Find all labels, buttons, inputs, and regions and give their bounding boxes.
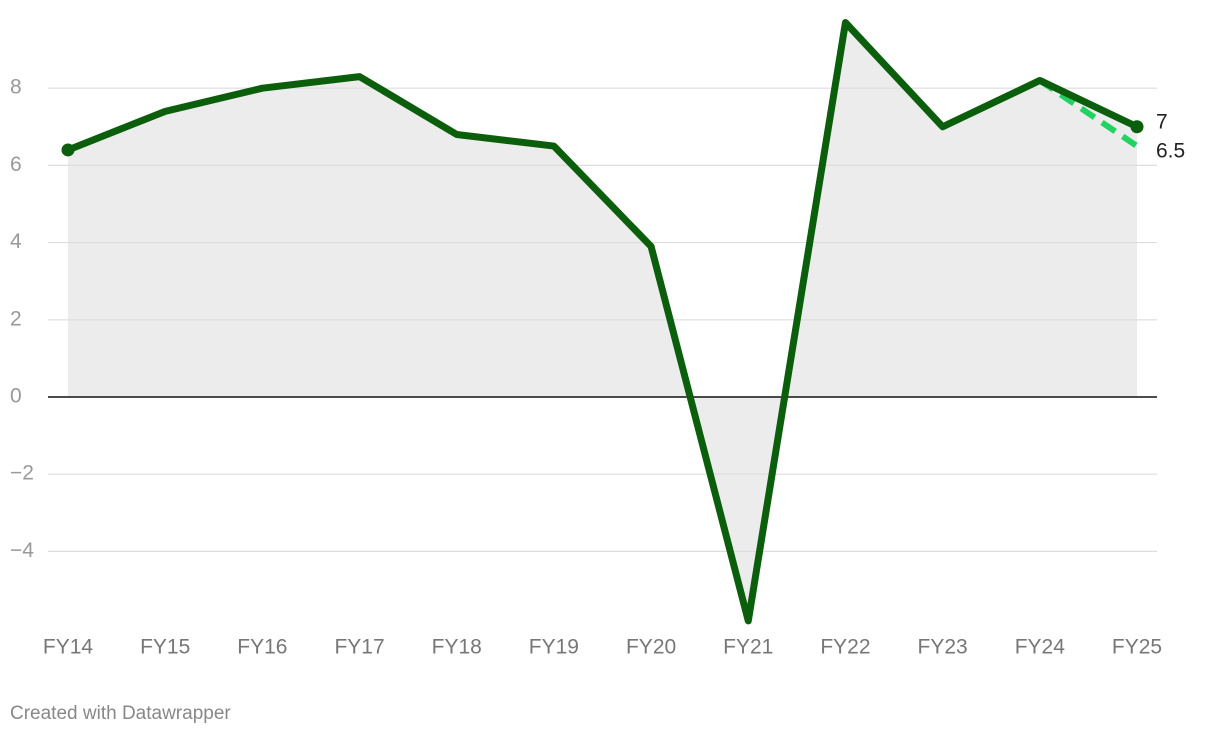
y-tick-label: 8: [10, 76, 22, 99]
y-tick-label: −4: [10, 539, 34, 562]
x-tick-label: FY23: [918, 636, 968, 659]
x-tick-label: FY16: [237, 636, 287, 659]
x-tick-label: FY22: [820, 636, 870, 659]
footer: Created with Datawrapper: [10, 703, 231, 724]
end-dot: [1130, 120, 1144, 134]
x-tick-label: FY20: [626, 636, 676, 659]
area: [68, 22, 1137, 621]
x-tick-label: FY18: [432, 636, 482, 659]
x-tick-label: FY25: [1112, 636, 1162, 659]
y-tick-label: 0: [10, 385, 22, 408]
y-tick-label: 4: [10, 230, 22, 253]
x-tick-label: FY14: [43, 636, 94, 659]
dashed-line: [1038, 77, 1139, 149]
x-tick-label: FY24: [1015, 636, 1066, 659]
x-tick-label: FY21: [723, 636, 773, 659]
x-tick-label: FY19: [529, 636, 579, 659]
value-label: 7: [1156, 110, 1168, 133]
end-dot: [61, 143, 75, 157]
x-tick-label: FY15: [140, 636, 190, 659]
y-tick-label: 2: [10, 307, 22, 330]
value-label: 6.5: [1156, 140, 1185, 163]
y-tick-label: −2: [10, 462, 34, 485]
y-tick-label: 6: [10, 153, 22, 176]
line: [66, 19, 1139, 625]
x-tick-label: FY17: [334, 636, 384, 659]
